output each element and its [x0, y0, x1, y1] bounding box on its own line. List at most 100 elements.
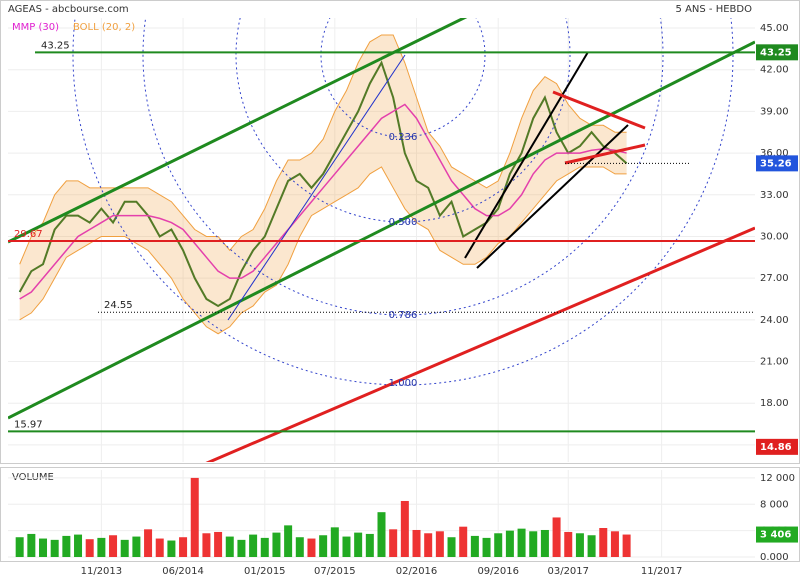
volume-bar	[295, 537, 304, 557]
volume-bar	[249, 534, 258, 557]
fib-arcs	[72, 18, 734, 386]
level-label: 43.25	[41, 40, 70, 51]
volume-bar	[505, 530, 514, 557]
moving-average	[19, 103, 627, 300]
volume-bar	[74, 534, 83, 557]
volume-bar	[494, 533, 503, 557]
volume-bar	[610, 531, 619, 557]
volume-bar	[447, 537, 456, 557]
fib-label: 0.236	[389, 132, 418, 143]
volume-bar	[85, 539, 94, 557]
plot-area	[8, 18, 755, 462]
price-tag	[756, 438, 798, 455]
volume-bar	[424, 533, 433, 557]
price-tag	[756, 44, 798, 61]
volume-bar	[435, 531, 444, 557]
volume-bar	[342, 536, 351, 557]
x-tick-label: 09/2016	[477, 566, 519, 577]
volume-bar	[482, 537, 491, 557]
y-tick-label: 8 000	[760, 499, 789, 510]
price-panel	[0, 0, 800, 464]
volume-bar	[27, 533, 36, 557]
volume-bar	[39, 538, 48, 557]
y-tick-label: 12 000	[760, 473, 795, 484]
volume-bar	[470, 535, 479, 557]
volume-bar	[132, 536, 141, 557]
y-tick-label: 33.00	[760, 190, 789, 201]
trend-line	[464, 51, 589, 259]
volume-bar	[412, 529, 421, 557]
volume-panel	[0, 467, 800, 562]
level-label: 24.55	[104, 300, 133, 311]
fib-label: 0.500	[389, 217, 418, 228]
y-tick-label: 24.00	[760, 315, 789, 326]
trend-line	[8, 40, 755, 420]
x-tick-label: 06/2014	[162, 566, 204, 577]
volume-bar	[330, 527, 339, 557]
chart-subtitle: 5 ANS - HEBDO	[676, 4, 753, 15]
volume-bar	[214, 531, 223, 557]
chart-title: AGEAS - abcbourse.com	[8, 4, 129, 15]
volume-bar	[97, 537, 106, 557]
volume-bar	[120, 539, 129, 557]
x-tick-label: 11/2017	[641, 566, 683, 577]
x-tick-label: 01/2015	[244, 566, 286, 577]
y-tick-label: 27.00	[760, 273, 789, 284]
fib-label: 1.000	[389, 378, 418, 389]
volume-bar	[202, 533, 211, 557]
trend-line	[564, 143, 646, 165]
y-tick-label: 39.00	[760, 106, 789, 117]
volume-bar	[354, 532, 363, 557]
volume-bar	[15, 537, 24, 557]
volume-bar	[389, 529, 398, 557]
volume-bar	[284, 525, 293, 557]
legend-entry: BOLL (20, 2)	[73, 22, 135, 33]
y-tick-label: 18.00	[760, 398, 789, 409]
volume-bar	[144, 529, 153, 557]
bollinger-band	[19, 34, 627, 334]
fib-arc	[142, 18, 664, 316]
volume-bar	[260, 537, 269, 557]
volume-bar	[179, 537, 188, 557]
volume-bar	[237, 539, 246, 557]
y-tick-label: 30.00	[760, 231, 789, 242]
volume-bar	[272, 532, 281, 557]
y-tick-label: 21.00	[760, 357, 789, 368]
y-tick-label: 42.00	[760, 65, 789, 76]
trend-line	[552, 90, 646, 130]
volume-bar	[365, 533, 374, 557]
volume-bar	[540, 529, 549, 557]
volume-bar	[155, 538, 164, 557]
trend-line	[227, 54, 406, 321]
volume-bar	[599, 528, 608, 557]
volume-bar	[319, 535, 328, 557]
volume-bar	[459, 526, 468, 557]
y-tick-label: 0.000	[760, 552, 789, 563]
volume-bar	[167, 540, 176, 557]
bollinger-lower	[19, 166, 627, 335]
price-tag-label: 14.86	[760, 442, 792, 453]
x-tick-label: 02/2016	[396, 566, 438, 577]
fib-arc	[320, 18, 486, 138]
volume-bar	[552, 517, 561, 557]
x-tick-label: 03/2017	[547, 566, 589, 577]
volume-tag: 3 406	[760, 530, 791, 541]
volume-bar	[225, 536, 234, 557]
volume-bar	[517, 528, 526, 557]
fib-arc	[235, 18, 571, 223]
level-label: 29.67	[14, 229, 43, 240]
x-tick-label: 11/2013	[81, 566, 123, 577]
price-tag	[756, 526, 798, 543]
volume-bar	[529, 531, 538, 557]
trend-line	[476, 124, 629, 269]
price-tag	[756, 155, 798, 172]
volume-bar	[50, 539, 59, 557]
y-tick-label: 45.00	[760, 23, 789, 34]
volume-bar	[400, 500, 409, 557]
y-tick-label: 36.00	[760, 148, 789, 159]
volume-bar	[109, 535, 118, 557]
level-label: 15.97	[14, 419, 43, 430]
price-tag-label: 35.26	[760, 158, 792, 169]
legend-entry: MMP (30)	[12, 22, 59, 33]
